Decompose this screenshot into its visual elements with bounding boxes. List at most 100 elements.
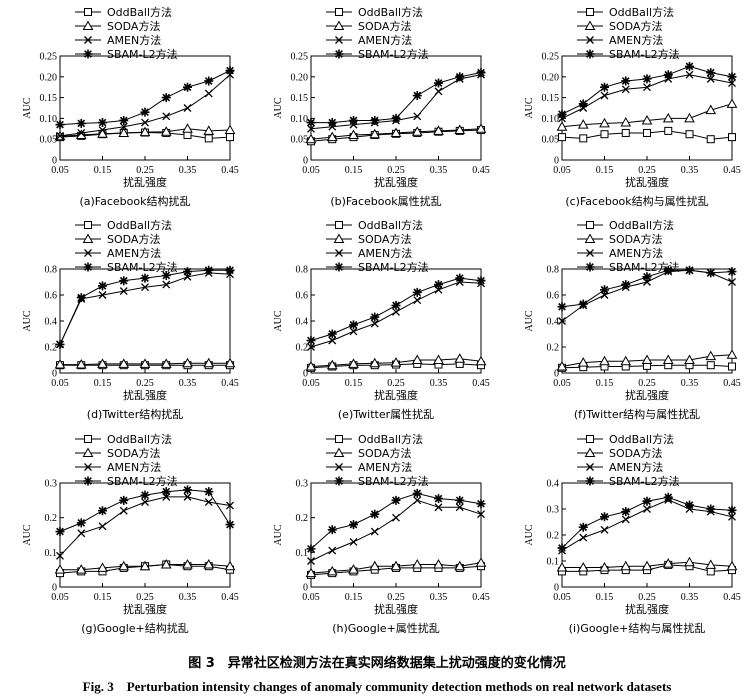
y-tick-label: 0.25 xyxy=(40,52,58,63)
x-tick-label: 0.15 xyxy=(94,592,112,603)
legend-label-sbam-l2: SBAM-L2方法 xyxy=(107,260,178,274)
data-point-soda xyxy=(54,564,66,574)
data-point-soda xyxy=(390,560,402,571)
x-tick-label: 0.15 xyxy=(345,378,363,389)
series-sbam-l2 xyxy=(306,273,486,345)
data-point-soda xyxy=(326,131,338,142)
legend-marker-sbam-l2 xyxy=(585,49,595,59)
legend-marker-soda xyxy=(333,20,345,30)
data-point-sbam-l2 xyxy=(183,485,192,495)
data-point-amen xyxy=(370,319,379,328)
y-axis-label: AUC xyxy=(273,310,284,331)
y-tick-label: 0.25 xyxy=(542,52,560,63)
y-tick-label: 0.2 xyxy=(45,513,58,524)
data-point-oddball xyxy=(664,126,673,135)
x-tick-label: 0.05 xyxy=(51,592,69,603)
y-tick-label: 0 xyxy=(554,369,559,380)
data-point-sbam-l2 xyxy=(434,494,443,504)
legend-label-oddball: OddBall方法 xyxy=(358,432,423,446)
legend-marker-oddball xyxy=(335,435,343,443)
data-point-sbam-l2 xyxy=(642,496,652,506)
data-point-amen xyxy=(621,85,630,94)
x-axis-label: 扰乱强度 xyxy=(374,175,418,189)
y-tick-label: 0.3 xyxy=(45,479,58,490)
x-axis-label: 扰乱强度 xyxy=(123,388,167,402)
data-point-soda xyxy=(556,360,568,371)
chart-title: (i)Google+结构与属性扰乱 xyxy=(569,621,706,635)
legend-label-soda: SODA方法 xyxy=(358,446,411,460)
figure-caption-cn: 图 3 异常社区检测方法在真实网络数据集上扰动强度的变化情况 xyxy=(188,656,566,671)
data-point-amen xyxy=(455,503,464,512)
legend-marker-sbam-l2 xyxy=(334,49,344,59)
data-point-soda xyxy=(118,358,130,368)
y-tick-label: 0.6 xyxy=(547,291,560,302)
data-point-amen xyxy=(56,551,64,560)
data-point-soda xyxy=(705,559,717,569)
data-point-oddball xyxy=(706,361,715,370)
data-point-soda xyxy=(390,127,402,137)
data-point-soda xyxy=(305,567,317,578)
y-tick-label: 0 xyxy=(303,369,308,380)
legend-label-amen: AMEN方法 xyxy=(107,460,161,474)
legend-marker-amen xyxy=(586,463,594,471)
x-tick-label: 0.35 xyxy=(430,592,448,603)
legend-label-oddball: OddBall方法 xyxy=(358,218,423,232)
y-tick-label: 0.05 xyxy=(291,135,309,146)
chart-title: (f)Twitter结构与属性扰乱 xyxy=(574,407,700,421)
series-sbam-l2 xyxy=(306,488,486,554)
chart-title: (b)Facebook属性扰乱 xyxy=(330,194,441,208)
data-point-soda xyxy=(705,104,717,115)
legend-marker-oddball xyxy=(84,221,92,229)
series-line-amen xyxy=(310,499,482,562)
legend-marker-oddball xyxy=(586,435,594,443)
data-point-soda xyxy=(203,558,215,569)
data-point-oddball xyxy=(600,130,609,139)
data-point-amen xyxy=(307,557,315,565)
data-point-amen xyxy=(56,131,64,140)
data-point-sbam-l2 xyxy=(557,109,567,119)
data-point-sbam-l2 xyxy=(727,72,737,82)
legend-label-sbam-l2: SBAM-L2方法 xyxy=(609,47,680,61)
chart-panel-i: 0 0.1 0.2 0.3 0.4 0.05 0.15 0.25 0.35 0.45 AUC 扰乱强度… xyxy=(524,432,741,635)
data-point-soda xyxy=(684,556,695,567)
data-point-amen xyxy=(685,70,694,79)
data-point-soda xyxy=(97,358,108,368)
data-point-amen xyxy=(643,83,651,92)
y-tick-label: 0.1 xyxy=(45,548,58,559)
y-tick-label: 0 xyxy=(52,583,57,594)
data-point-sbam-l2 xyxy=(349,115,358,125)
data-point-oddball xyxy=(706,135,715,144)
legend-marker-soda xyxy=(82,447,94,457)
data-point-amen xyxy=(98,291,107,299)
x-tick-label: 0.05 xyxy=(553,592,571,603)
y-tick-label: 0.15 xyxy=(40,93,58,104)
data-point-oddball xyxy=(728,133,736,142)
y-axis-label: AUC xyxy=(524,97,535,118)
legend-label-sbam-l2: SBAM-L2方法 xyxy=(609,474,680,488)
chart-title: (c)Facebook结构与属性扰乱 xyxy=(565,194,708,208)
data-point-amen xyxy=(141,498,149,507)
legend-marker-soda xyxy=(584,233,596,243)
data-point-sbam-l2 xyxy=(434,280,443,290)
data-point-amen xyxy=(579,533,588,542)
data-point-amen xyxy=(77,529,86,538)
y-tick-label: 0.2 xyxy=(296,343,309,354)
data-point-sbam-l2 xyxy=(600,512,609,522)
data-point-sbam-l2 xyxy=(621,280,631,290)
data-point-sbam-l2 xyxy=(600,285,609,295)
x-tick-label: 0.15 xyxy=(94,165,112,176)
series-amen xyxy=(307,278,485,351)
data-point-sbam-l2 xyxy=(412,91,422,101)
x-tick-label: 0.25 xyxy=(136,165,154,176)
data-point-sbam-l2 xyxy=(663,70,673,80)
chart-title: (a)Facebook结构扰乱 xyxy=(79,194,190,208)
y-tick-label: 0.4 xyxy=(296,317,309,328)
legend-label-sbam-l2: SBAM-L2方法 xyxy=(358,47,429,61)
data-point-soda xyxy=(182,357,193,368)
data-point-sbam-l2 xyxy=(76,118,86,128)
data-point-soda xyxy=(348,358,359,368)
data-point-amen xyxy=(141,118,149,127)
data-point-sbam-l2 xyxy=(578,299,588,309)
data-point-soda xyxy=(182,558,193,569)
